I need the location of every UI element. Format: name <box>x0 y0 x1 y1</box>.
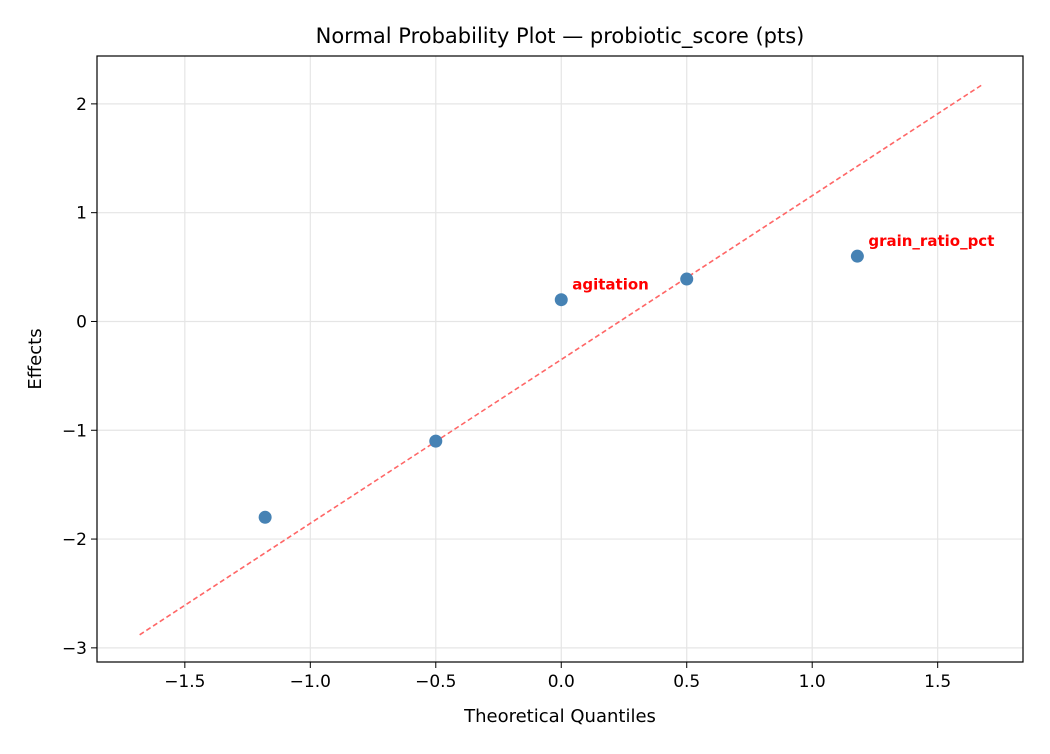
y-tick-label: 0 <box>76 312 87 332</box>
points-group: agitation grain_ratio_pct <box>258 232 994 524</box>
y-tick-label: 2 <box>76 95 87 115</box>
grid <box>97 56 1023 662</box>
data-point <box>680 272 694 286</box>
x-tick-label: 0.5 <box>673 672 700 692</box>
point-label: agitation <box>572 276 649 294</box>
y-tick-label: −1 <box>62 421 87 441</box>
x-tick-label: 0.0 <box>548 672 575 692</box>
y-tick-label: 1 <box>76 204 87 224</box>
x-tick-label: −1.5 <box>164 672 205 692</box>
data-point <box>258 510 272 524</box>
x-axis-label: Theoretical Quantiles <box>463 706 656 727</box>
x-tick-label: −1.0 <box>290 672 331 692</box>
data-point <box>554 293 568 307</box>
data-point <box>850 249 864 263</box>
x-tick-label: −0.5 <box>415 672 456 692</box>
data-point <box>429 434 443 448</box>
x-ticks: −1.5 −1.0 −0.5 0.0 0.5 1.0 1.5 <box>164 662 951 692</box>
y-axis-label: Effects <box>25 328 46 389</box>
y-tick-label: −3 <box>62 639 87 659</box>
point-label: grain_ratio_pct <box>868 232 994 250</box>
y-tick-label: −2 <box>62 530 87 550</box>
y-ticks: −3 −2 −1 0 1 2 <box>62 95 97 659</box>
x-tick-label: 1.5 <box>924 672 951 692</box>
x-tick-label: 1.0 <box>799 672 826 692</box>
chart-title: Normal Probability Plot — probiotic_scor… <box>316 24 805 49</box>
plot-frame <box>96 55 1024 663</box>
